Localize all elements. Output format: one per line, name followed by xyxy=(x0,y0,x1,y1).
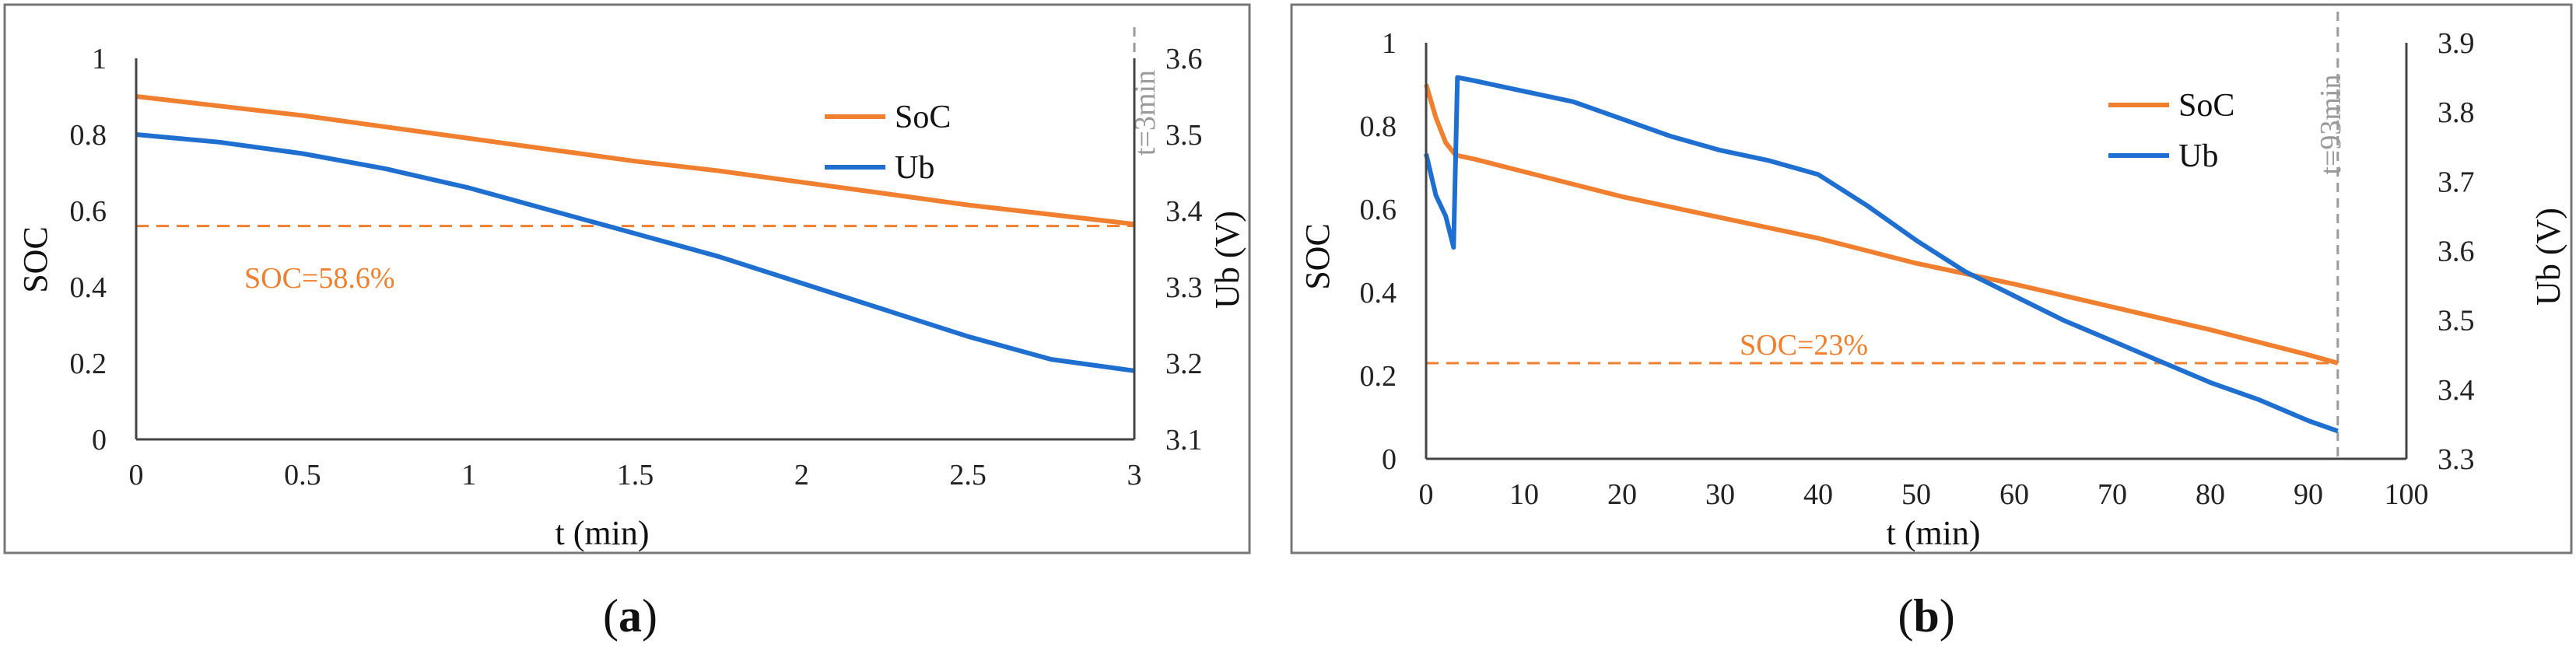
chart-a-legend-soc-label: SoC xyxy=(895,100,951,135)
chart-b-ylabel-left: SOC xyxy=(1299,223,1337,290)
chart-b-xtick: 20 xyxy=(1607,478,1637,511)
chart-b-ytick-right: 3.3 xyxy=(2438,443,2475,476)
chart-a-series-soc xyxy=(135,94,1135,227)
chart-b-ylabel-right: Ub (V) xyxy=(2529,208,2567,306)
chart-b-xtick: 40 xyxy=(1803,478,1833,511)
chart-a-ylabel-left: SOC xyxy=(16,226,54,293)
chart-b-ytick-left: 0.6 xyxy=(1360,194,1397,226)
chart-b-ytick-left: 1 xyxy=(1382,27,1397,60)
chart-b-legend-ub-label: Ub xyxy=(2178,138,2218,174)
chart-a-ytick-left: 1 xyxy=(92,43,107,75)
chart-a-ytick-right: 3.6 xyxy=(1165,43,1203,75)
chart-a-legend-ub-label: Ub xyxy=(895,150,934,186)
chart-b-xtick: 0 xyxy=(1419,478,1434,511)
chart-a-hline-label: SOC=58.6% xyxy=(244,262,395,295)
chart-b-xtick: 70 xyxy=(2098,478,2127,511)
chart-a-frame xyxy=(3,3,1251,554)
chart-b-xtick: 80 xyxy=(2196,478,2225,511)
chart-a-ytick-right: 3.2 xyxy=(1165,348,1203,380)
chart-a-ytick-left: 0 xyxy=(92,424,107,456)
chart-a-xtick: 3 xyxy=(1127,459,1142,491)
chart-b-ytick-left: 0.8 xyxy=(1360,110,1397,143)
chart-a-xtick: 1.5 xyxy=(617,459,654,491)
chart-b-series-soc xyxy=(1424,83,2339,365)
chart-a-xtick: 2.5 xyxy=(949,459,987,491)
chart-a-ytick-right: 3.3 xyxy=(1165,271,1203,304)
chart-a-xtick: 0 xyxy=(129,459,144,491)
chart-b-xtick: 100 xyxy=(2385,478,2429,511)
chart-a-ylabel-right: Ub (V) xyxy=(1208,211,1246,309)
chart-a-ytick-left: 0.2 xyxy=(70,348,107,380)
chart-b-ytick-right: 3.8 xyxy=(2438,96,2475,129)
chart-b-ytick-left: 0.4 xyxy=(1360,277,1397,310)
chart-b-xtick: 10 xyxy=(1509,478,1539,511)
chart-b-xtick: 60 xyxy=(1999,478,2029,511)
chart-a-ytick-left: 0.6 xyxy=(70,195,107,228)
chart-b-ytick-right: 3.4 xyxy=(2438,374,2475,407)
chart-b: SoC Ub t (min) SOC Ub (V) SOC=23% t=93mi… xyxy=(1290,3,2573,642)
chart-b-ytick-right: 3.5 xyxy=(2438,305,2475,337)
chart-a-ytick-left: 0.4 xyxy=(70,271,107,304)
chart-a-xtick: 0.5 xyxy=(284,459,321,491)
chart-b-ytick-left: 0 xyxy=(1382,443,1397,476)
chart-a-xlabel: t (min) xyxy=(556,514,650,552)
chart-a-xtick: 2 xyxy=(794,459,809,491)
chart-b-xlabel: t (min) xyxy=(1887,514,1981,552)
chart-a-caption-letter: a xyxy=(619,590,642,642)
chart-a: SoC Ub t (min) SOC Ub (V) SOC=58.6% t=3m… xyxy=(3,3,1251,642)
chart-b-caption: (b) xyxy=(1898,590,1954,642)
chart-a-ytick-left: 0.8 xyxy=(70,119,107,152)
chart-b-hline-label: SOC=23% xyxy=(1740,329,1868,362)
chart-a-ytick-right: 3.1 xyxy=(1165,424,1203,456)
chart-a-ytick-right: 3.5 xyxy=(1165,119,1203,152)
chart-b-ytick-right: 3.6 xyxy=(2438,236,2475,268)
chart-a-ytick-right: 3.4 xyxy=(1165,195,1203,228)
chart-b-frame xyxy=(1290,3,2573,554)
chart-b-xtick: 30 xyxy=(1705,478,1735,511)
chart-b-legend-soc-label: SoC xyxy=(2178,88,2234,124)
chart-a-series-ub xyxy=(135,132,1135,373)
chart-b-series-ub xyxy=(1424,75,2339,434)
chart-b-ytick-right: 3.7 xyxy=(2438,166,2475,198)
chart-a-legend: SoC Ub xyxy=(825,100,951,186)
chart-b-legend: SoC Ub xyxy=(2108,88,2234,174)
chart-b-caption-letter: b xyxy=(1913,590,1939,642)
chart-b-vline-label: t=93min xyxy=(2315,74,2347,174)
chart-b-ytick-left: 0.2 xyxy=(1360,360,1397,393)
chart-a-xtick: 1 xyxy=(461,459,476,491)
chart-b-xtick: 50 xyxy=(1901,478,1931,511)
chart-a-caption: (a) xyxy=(603,590,657,642)
chart-b-ytick-right: 3.9 xyxy=(2438,27,2475,60)
chart-b-xtick: 90 xyxy=(2294,478,2323,511)
